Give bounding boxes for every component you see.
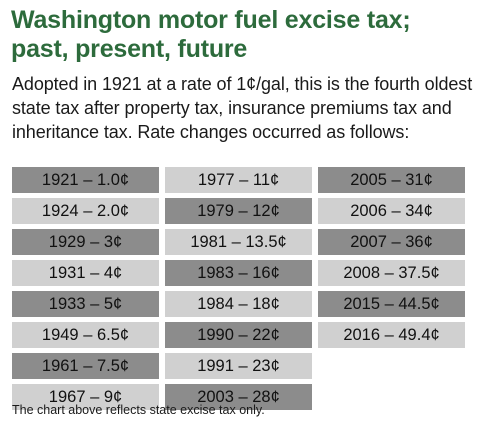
rate-cell: 1984 – 18¢ (165, 291, 312, 317)
rate-cell: 2007 – 36¢ (318, 229, 465, 255)
rate-changes-table: 1921 – 1.0¢ 1924 – 2.0¢ 1929 – 3¢ 1931 –… (12, 167, 471, 410)
rate-cell: 1931 – 4¢ (12, 260, 159, 286)
rate-cell: 1990 – 22¢ (165, 322, 312, 348)
rate-cell: 1967 – 9¢ (12, 384, 159, 410)
footnote: The chart above reflects state excise ta… (12, 403, 265, 417)
rate-cell: 1961 – 7.5¢ (12, 353, 159, 379)
intro-paragraph: Adopted in 1921 at a rate of 1¢/gal, thi… (12, 74, 473, 142)
rate-column-1: 1921 – 1.0¢ 1924 – 2.0¢ 1929 – 3¢ 1931 –… (12, 167, 159, 410)
page-title: Washington motor fuel excise tax; past, … (11, 6, 471, 64)
rate-cell: 1979 – 12¢ (165, 198, 312, 224)
rate-cell: 2003 – 28¢ (165, 384, 312, 410)
rate-cell: 2016 – 49.4¢ (318, 322, 465, 348)
rate-cell: 1921 – 1.0¢ (12, 167, 159, 193)
rate-cell: 1981 – 13.5¢ (165, 229, 312, 255)
rate-cell: 1933 – 5¢ (12, 291, 159, 317)
rate-cell: 2006 – 34¢ (318, 198, 465, 224)
rate-cell: 1991 – 23¢ (165, 353, 312, 379)
rate-cell: 2015 – 44.5¢ (318, 291, 465, 317)
rate-column-2: 1977 – 11¢ 1979 – 12¢ 1981 – 13.5¢ 1983 … (165, 167, 312, 410)
rate-cell: 2005 – 31¢ (318, 167, 465, 193)
title-line-2: past, present, future (11, 35, 248, 63)
rate-cell: 1924 – 2.0¢ (12, 198, 159, 224)
rate-column-3: 2005 – 31¢ 2006 – 34¢ 2007 – 36¢ 2008 – … (318, 167, 465, 410)
rate-cell: 1949 – 6.5¢ (12, 322, 159, 348)
rate-cell: 2008 – 37.5¢ (318, 260, 465, 286)
rate-cell: 1929 – 3¢ (12, 229, 159, 255)
title-line-1: Washington motor fuel excise tax; (11, 6, 411, 34)
rate-cell: 1977 – 11¢ (165, 167, 312, 193)
rate-cell: 1983 – 16¢ (165, 260, 312, 286)
